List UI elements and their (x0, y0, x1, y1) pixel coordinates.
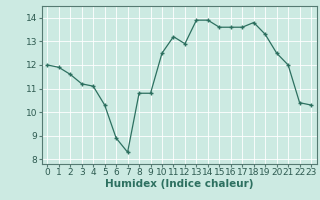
X-axis label: Humidex (Indice chaleur): Humidex (Indice chaleur) (105, 179, 253, 189)
